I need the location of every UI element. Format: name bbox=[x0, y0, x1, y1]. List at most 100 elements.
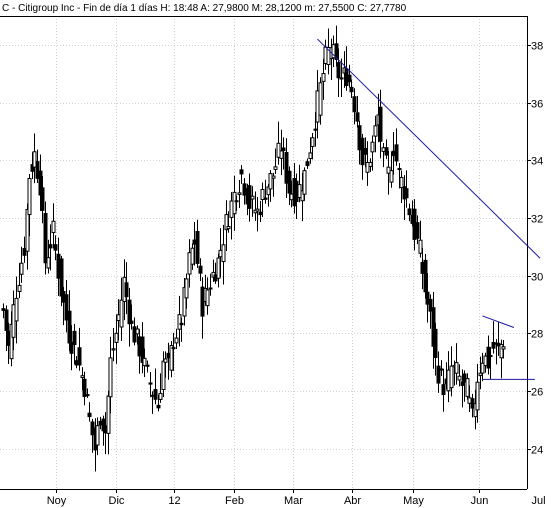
x-tick-label: May bbox=[403, 495, 424, 507]
candle bbox=[454, 343, 459, 385]
x-axis: Noy Dic 12 Feb Mar Abr May Jun Jul bbox=[47, 489, 546, 507]
candle-body bbox=[349, 86, 354, 93]
candle-body bbox=[384, 147, 389, 156]
candle-body bbox=[4, 309, 9, 331]
candle bbox=[415, 215, 420, 245]
trendline bbox=[317, 38, 541, 259]
candle-body bbox=[365, 162, 370, 173]
candle bbox=[407, 203, 412, 222]
candle bbox=[153, 368, 158, 405]
candle bbox=[355, 96, 360, 128]
candle bbox=[281, 137, 286, 170]
candle bbox=[449, 346, 454, 397]
candle-body bbox=[195, 231, 200, 264]
candle-body bbox=[425, 291, 430, 305]
y-axis: 24 26 28 30 32 34 36 38 bbox=[527, 41, 543, 457]
candle-body bbox=[457, 375, 462, 381]
candle bbox=[255, 196, 260, 232]
candle bbox=[198, 258, 203, 281]
y-tick-label: 36 bbox=[531, 99, 543, 111]
candle-body bbox=[64, 294, 69, 321]
candle-body bbox=[35, 161, 40, 179]
x-tick-label: 12 bbox=[168, 495, 180, 507]
candle bbox=[22, 236, 27, 263]
candle-body bbox=[281, 147, 286, 152]
candle bbox=[441, 368, 446, 412]
candle bbox=[148, 371, 153, 398]
candle bbox=[179, 317, 184, 342]
candle-body bbox=[232, 191, 237, 215]
x-tick-label: Noy bbox=[47, 495, 67, 507]
candle bbox=[239, 165, 244, 184]
candle-body bbox=[184, 278, 189, 299]
candle-body bbox=[85, 394, 90, 397]
candle-body bbox=[27, 177, 32, 216]
candle bbox=[129, 304, 134, 330]
candle bbox=[48, 224, 53, 271]
candle bbox=[111, 327, 116, 362]
candle bbox=[19, 246, 24, 283]
candle-body bbox=[59, 258, 64, 297]
candle bbox=[399, 170, 404, 203]
candle-body bbox=[263, 197, 268, 200]
candle bbox=[462, 370, 467, 402]
candle bbox=[221, 224, 226, 285]
candle bbox=[53, 235, 58, 261]
candle-body bbox=[279, 150, 284, 159]
candle-body bbox=[234, 200, 239, 203]
candle bbox=[501, 339, 506, 359]
candle-body bbox=[389, 170, 394, 183]
candle-body bbox=[258, 211, 263, 216]
candle bbox=[14, 276, 19, 344]
candle bbox=[43, 201, 48, 275]
candle bbox=[69, 325, 74, 371]
candle-body bbox=[177, 314, 182, 330]
candle-body bbox=[441, 384, 446, 396]
candle-body bbox=[119, 299, 124, 328]
candle bbox=[174, 328, 179, 349]
candle-body bbox=[268, 173, 273, 190]
candle-body bbox=[433, 328, 438, 359]
y-tick-label: 30 bbox=[531, 272, 543, 284]
candle bbox=[124, 262, 129, 315]
candle-body bbox=[394, 144, 399, 162]
candle bbox=[132, 317, 137, 346]
candle bbox=[163, 351, 168, 378]
candle bbox=[95, 417, 100, 456]
candle bbox=[27, 173, 32, 237]
candle-body bbox=[260, 188, 265, 200]
candle bbox=[488, 347, 493, 380]
candle-body bbox=[449, 365, 454, 389]
candle-body bbox=[488, 355, 493, 358]
candle bbox=[82, 371, 87, 406]
candle-body bbox=[132, 326, 137, 343]
candle bbox=[389, 151, 394, 188]
candle bbox=[77, 327, 82, 371]
trendline bbox=[482, 315, 515, 328]
candle-body bbox=[475, 381, 480, 411]
candle-body bbox=[82, 378, 87, 397]
candle-body bbox=[106, 395, 111, 434]
candle bbox=[336, 48, 341, 98]
candle bbox=[87, 402, 92, 422]
y-tick-label: 24 bbox=[531, 445, 543, 457]
candle-body bbox=[22, 248, 27, 256]
candle-body bbox=[454, 362, 459, 374]
candle bbox=[250, 186, 255, 217]
candle-body bbox=[129, 320, 134, 324]
candle bbox=[273, 148, 278, 174]
candle bbox=[404, 170, 409, 208]
y-tick-label: 34 bbox=[531, 156, 543, 168]
candle-body bbox=[357, 125, 362, 151]
x-tick-label: Abr bbox=[344, 495, 361, 507]
candle-body bbox=[313, 128, 318, 131]
candle bbox=[64, 280, 69, 333]
candle-body bbox=[428, 298, 433, 312]
x-tick-label: Jul bbox=[531, 495, 545, 507]
candle bbox=[321, 58, 326, 100]
candle-body bbox=[302, 170, 307, 195]
candle-body bbox=[127, 299, 132, 325]
candle-body bbox=[208, 287, 213, 290]
x-tick-label: Jun bbox=[471, 495, 489, 507]
candle bbox=[184, 273, 189, 309]
